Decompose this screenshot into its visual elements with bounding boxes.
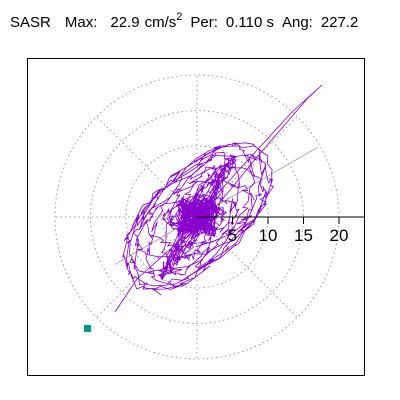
horizontal-axis: 5 10 15 20 <box>197 216 364 245</box>
axis-tick-label-20: 20 <box>330 226 349 245</box>
polar-orbit-plot: 5 10 15 20 <box>54 74 364 360</box>
per-value: 0.110 s <box>225 14 274 31</box>
axis-tick-label-15: 15 <box>294 226 313 245</box>
axis-tick-label-10: 10 <box>259 226 278 245</box>
plot-header: SASR Max: 22.9 cm/s 2 Per: 0.110 s Ang: … <box>10 11 359 38</box>
per-label: Per: <box>190 14 218 31</box>
particle-motion-trace <box>114 84 323 313</box>
max-unit-exponent: 2 <box>176 11 183 23</box>
max-value: 22.9 <box>110 14 140 31</box>
trace-path-main <box>122 142 275 296</box>
max-label: Max: <box>64 14 98 31</box>
axis-tick-label-5: 5 <box>228 226 237 245</box>
grid-spoke-225 <box>96 216 198 318</box>
station-code: SASR <box>10 14 51 31</box>
grid-spoke-135 <box>96 116 198 218</box>
plot-frame: 5 10 15 20 <box>27 58 365 376</box>
trace-path-core <box>174 196 218 238</box>
max-unit: cm/s <box>144 14 177 31</box>
ang-value: 227.2 <box>320 14 359 31</box>
trace-end-marker <box>84 325 91 332</box>
trace-path-excursion <box>114 84 323 313</box>
ang-label: Ang: <box>281 14 313 31</box>
